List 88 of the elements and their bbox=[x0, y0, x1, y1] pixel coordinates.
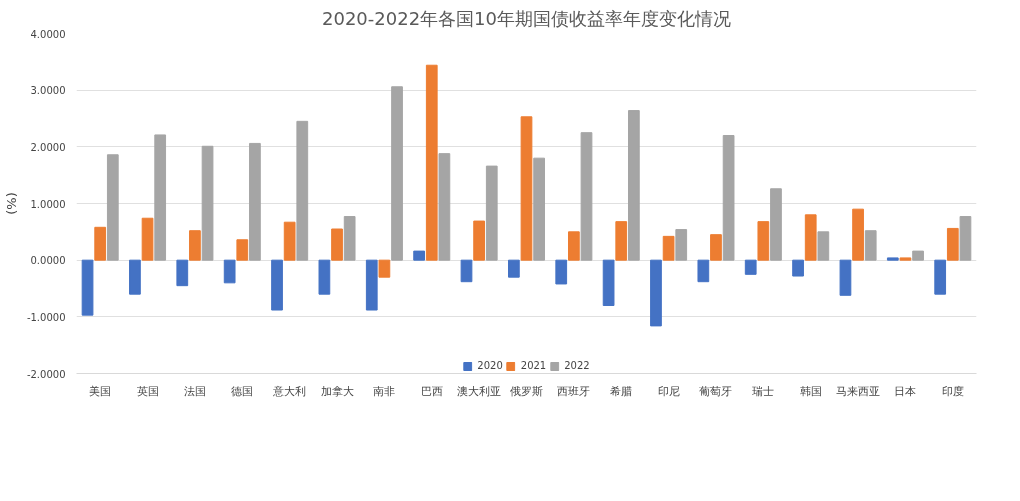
bar bbox=[129, 259, 141, 295]
bar bbox=[283, 221, 296, 261]
bar bbox=[555, 259, 568, 285]
bar bbox=[331, 228, 343, 261]
bar bbox=[413, 250, 425, 261]
x-tick-label: 俄罗斯 bbox=[510, 384, 543, 398]
y-tick-label: 0.0000 bbox=[30, 255, 66, 267]
x-tick-label: 巴西 bbox=[420, 384, 443, 398]
bar bbox=[886, 257, 899, 261]
y-tick-label: 1.0000 bbox=[30, 198, 66, 210]
bar bbox=[343, 216, 356, 261]
bar bbox=[223, 259, 236, 284]
bar bbox=[94, 226, 107, 261]
bar bbox=[817, 231, 830, 261]
bar bbox=[520, 116, 533, 261]
bar bbox=[318, 259, 331, 295]
bar bbox=[271, 259, 283, 311]
bar bbox=[438, 153, 451, 261]
bar bbox=[852, 208, 864, 261]
x-tick-label: 印度 bbox=[941, 384, 964, 398]
y-tick-label: 4.0000 bbox=[30, 28, 66, 40]
bar bbox=[628, 110, 640, 261]
x-tick-label: 英国 bbox=[136, 384, 159, 398]
x-tick-label: 加拿大 bbox=[320, 384, 354, 398]
legend-label: 2022 bbox=[564, 360, 590, 371]
bar bbox=[189, 230, 201, 261]
bar bbox=[236, 239, 249, 261]
x-tick-label: 印尼 bbox=[657, 384, 680, 398]
bar bbox=[934, 259, 947, 295]
bar bbox=[176, 259, 189, 287]
x-tick-label: 韩国 bbox=[799, 384, 822, 398]
bar bbox=[425, 64, 438, 261]
bar bbox=[770, 188, 782, 261]
bar bbox=[568, 231, 580, 261]
bar bbox=[533, 157, 545, 261]
bar bbox=[864, 230, 877, 261]
bar bbox=[722, 135, 735, 261]
legend-label: 2021 bbox=[520, 360, 547, 371]
bar bbox=[946, 227, 959, 261]
x-tick-label: 法国 bbox=[183, 384, 206, 398]
x-tick-label: 西班牙 bbox=[557, 384, 591, 398]
x-tick-label: 希腊 bbox=[610, 384, 633, 398]
bar bbox=[378, 259, 391, 278]
bar bbox=[141, 217, 154, 261]
chart-title: 2020-2022年各国10年期国债收益率年度变化情况 bbox=[321, 7, 732, 29]
bar bbox=[201, 145, 214, 261]
legend-label: 2020 bbox=[477, 360, 503, 371]
bar bbox=[154, 134, 167, 261]
bar bbox=[792, 259, 804, 277]
y-axis-title: (%) bbox=[3, 192, 19, 215]
bar bbox=[485, 165, 498, 261]
y-tick-label: 3.0000 bbox=[30, 85, 66, 97]
y-tick-label: 2.0000 bbox=[30, 141, 66, 153]
bar bbox=[615, 221, 628, 261]
bar bbox=[602, 259, 615, 306]
x-tick-label: 葡萄牙 bbox=[699, 384, 733, 398]
bar bbox=[697, 259, 710, 283]
bar bbox=[81, 259, 94, 316]
y-tick-label: -1.0000 bbox=[26, 311, 66, 323]
bar bbox=[839, 259, 852, 296]
x-tick-label: 南非 bbox=[373, 384, 396, 398]
x-tick-label: 澳大利亚 bbox=[457, 384, 502, 398]
x-tick-label: 马来西亚 bbox=[836, 384, 881, 398]
bar bbox=[757, 221, 770, 261]
bar bbox=[106, 154, 119, 261]
bar bbox=[580, 132, 593, 261]
bar bbox=[391, 86, 403, 261]
bar bbox=[744, 259, 757, 275]
bar bbox=[650, 259, 662, 327]
x-tick-label: 瑞士 bbox=[752, 384, 775, 398]
x-tick-label: 德国 bbox=[231, 384, 254, 398]
bar bbox=[959, 216, 972, 261]
bar bbox=[473, 220, 485, 261]
bar bbox=[249, 142, 261, 261]
x-tick-label: 日本 bbox=[894, 384, 917, 398]
bar bbox=[675, 229, 688, 261]
bar bbox=[899, 257, 912, 261]
x-tick-label: 美国 bbox=[89, 384, 112, 398]
bar bbox=[662, 235, 675, 261]
bar bbox=[804, 214, 817, 261]
y-tick-label: -2.0000 bbox=[26, 368, 66, 380]
bar bbox=[710, 234, 722, 261]
bar bbox=[912, 250, 924, 261]
bar bbox=[460, 259, 473, 283]
x-tick-label: 意大利 bbox=[272, 384, 307, 398]
bar bbox=[508, 259, 520, 278]
bar bbox=[365, 259, 378, 311]
bar bbox=[296, 120, 309, 261]
